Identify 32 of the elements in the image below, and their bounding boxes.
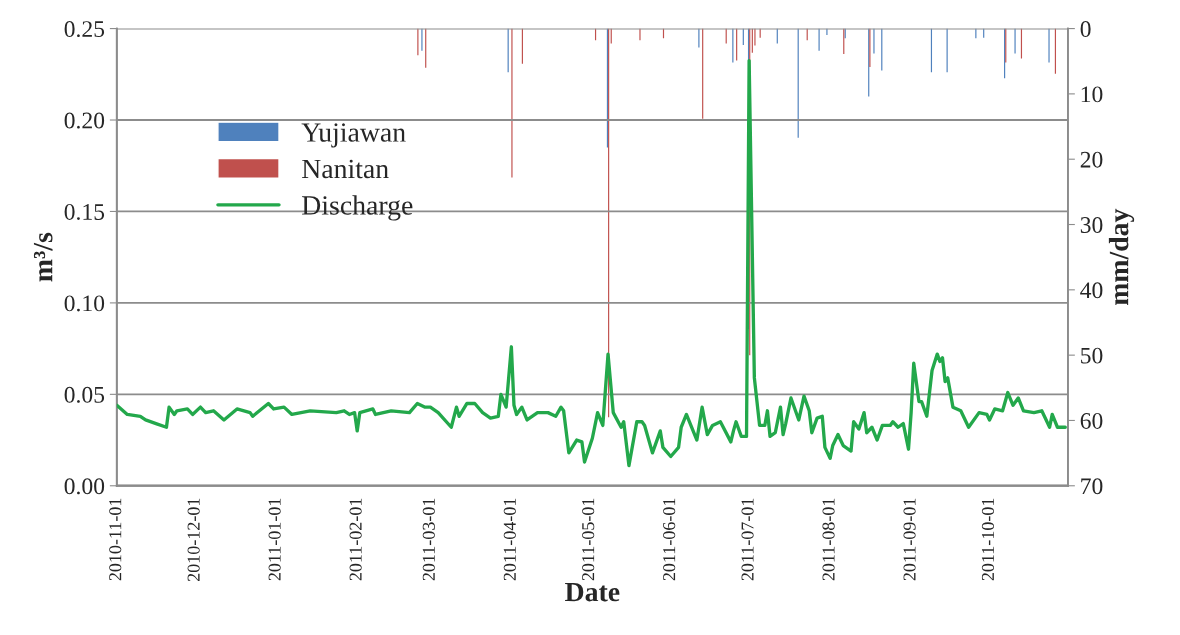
legend-label: Yujiawan	[301, 123, 406, 148]
x-tick-label: 2011-02-01	[349, 498, 362, 581]
x-tick-label: 2011-09-01	[903, 498, 916, 581]
y-tick-label: 0.25	[64, 21, 105, 38]
x-tick-label: 2011-10-01	[981, 498, 995, 581]
y2-tick-label: 30	[1080, 217, 1103, 233]
x-tick-label: 2011-03-01	[422, 498, 435, 581]
y2-tick-label: 70	[1081, 478, 1103, 495]
x-tick-label: 2011-04-01	[503, 498, 516, 581]
x-tick-label: 2011-06-01	[663, 498, 676, 581]
x-tick-label: 2010-11-01	[109, 498, 122, 581]
y-tick-label: 0.10	[64, 295, 105, 312]
y-tick-label: 0.15	[64, 203, 105, 220]
x-tick-label: 2011-07-01	[741, 498, 754, 581]
x-tick-label: 2010-12-01	[187, 498, 200, 582]
y2-tick-label: 0	[1080, 21, 1091, 37]
y2-tick-label: 40	[1080, 282, 1103, 299]
y2-tick-label: 10	[1081, 86, 1103, 103]
y-tick-label: 0.05	[64, 386, 105, 403]
y2-tick-label: 50	[1081, 347, 1103, 364]
legend-label: Discharge	[302, 195, 413, 221]
legend-label: Nanitan	[302, 159, 389, 179]
x-tick-label: 2011-08-01	[822, 498, 835, 581]
y-tick-label: 0.20	[64, 112, 105, 129]
x-tick-label: 2011-05-01	[582, 498, 595, 581]
y-axis-title: m³/s	[33, 232, 53, 282]
y-tick-label: 0.00	[64, 478, 105, 495]
y2-tick-label: 20	[1080, 151, 1103, 168]
y2-axis-title: mm/day	[1108, 208, 1135, 306]
x-axis-title: Date	[565, 582, 620, 602]
y2-tick-label: 60	[1080, 412, 1103, 429]
x-tick-label: 2011-01-01	[268, 498, 281, 581]
